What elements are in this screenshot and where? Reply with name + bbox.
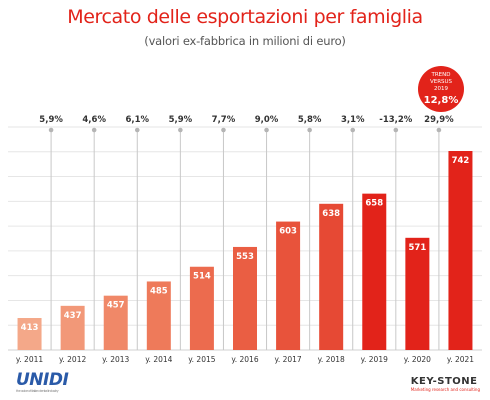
growth-connector-dot [178, 127, 183, 133]
x-tick-label: y. 2016 [231, 355, 258, 364]
bar [319, 203, 344, 350]
x-tick-label: y. 2017 [274, 355, 301, 364]
growth-label: 29,9% [424, 115, 454, 125]
growth-connector-dot [48, 127, 54, 133]
bar [405, 237, 430, 350]
bar-value-label: 413 [21, 323, 39, 333]
growth-label: -13,2% [379, 115, 412, 125]
growth-connectors [48, 127, 442, 350]
trend-badge-circle [418, 66, 464, 112]
bar [276, 221, 301, 350]
x-tick-label: y. 2020 [404, 355, 431, 364]
growth-label: 5,9% [39, 115, 63, 125]
growth-label: 6,1% [125, 115, 149, 125]
x-tick-label: y. 2013 [102, 355, 129, 364]
trend-badge-line2: VERSUS [430, 79, 453, 85]
growth-connector-dot [221, 127, 226, 133]
growth-connector-dot [134, 127, 140, 133]
x-tick-label: y. 2012 [59, 355, 86, 364]
trend-badge-line1: TREND [430, 72, 450, 78]
labels: 5,9% 4,6% 6,1% 5,9% 7,7% 9,0% 5,8% 3,1% -13,2% 29… [16, 115, 474, 364]
bar-value-label: 638 [322, 209, 340, 219]
growth-connector-dot [436, 127, 442, 133]
keystone-logo-tagline: Marketing research and consulting [410, 387, 480, 392]
trend-badge-line3: 2019 [434, 86, 448, 92]
bar-value-label: 485 [150, 286, 168, 296]
chart-subtitle: (valori ex-fabbrica in milioni di euro) [144, 34, 346, 48]
bar [448, 151, 473, 350]
growth-label: 3,1% [341, 115, 365, 125]
bar-value-label: 571 [408, 243, 426, 253]
unidi-logo-tagline: the voice of italian dental industry [16, 389, 59, 393]
keystone-logo-text: KEY-STONE [410, 376, 478, 387]
growth-connector-dot [264, 127, 269, 133]
bar-value-label: 742 [452, 156, 470, 166]
unidi-logo-text: UNIDI [16, 370, 69, 390]
bars [17, 151, 473, 350]
bar [233, 246, 257, 350]
x-tick-label: y. 2011 [16, 355, 43, 364]
growth-connector-dot [393, 127, 399, 133]
bar-value-label: 553 [236, 252, 254, 262]
bar-value-label: 514 [193, 272, 211, 282]
x-tick-label: y. 2018 [318, 355, 345, 364]
growth-connector-dot [350, 127, 356, 133]
bar-value-label: 437 [64, 311, 82, 321]
growth-label: 9,0% [255, 115, 279, 125]
bar [362, 193, 387, 350]
growth-label: 5,8% [298, 115, 322, 125]
bar-value-label: 603 [279, 227, 297, 237]
chart-title: Mercato delle esportazioni per famiglia [67, 6, 423, 28]
growth-connector-dot [91, 127, 97, 133]
bar [146, 281, 171, 350]
growth-label: 5,9% [169, 115, 193, 125]
growth-connector-dot [307, 127, 312, 133]
unidi-logo: UNIDI the voice of italian dental indust… [16, 370, 69, 393]
keystone-logo: KEY-STONE Marketing research and consult… [411, 376, 480, 392]
x-tick-label: y. 2021 [447, 355, 474, 364]
trend-badge-value: 12,8% [424, 95, 459, 106]
bar [60, 305, 85, 350]
x-tick-label: y. 2014 [145, 355, 172, 364]
bar-value-label: 457 [107, 301, 125, 311]
bar [17, 318, 42, 350]
trend-badge: TREND VERSUS 2019 12,8% [418, 66, 464, 112]
growth-label: 7,7% [212, 115, 236, 125]
growth-label: 4,6% [82, 115, 106, 125]
x-tick-label: y. 2019 [361, 355, 388, 364]
bar [103, 295, 128, 350]
bar-value-label: 658 [365, 199, 383, 209]
x-tick-label: y. 2015 [188, 355, 215, 364]
bar [189, 266, 214, 350]
